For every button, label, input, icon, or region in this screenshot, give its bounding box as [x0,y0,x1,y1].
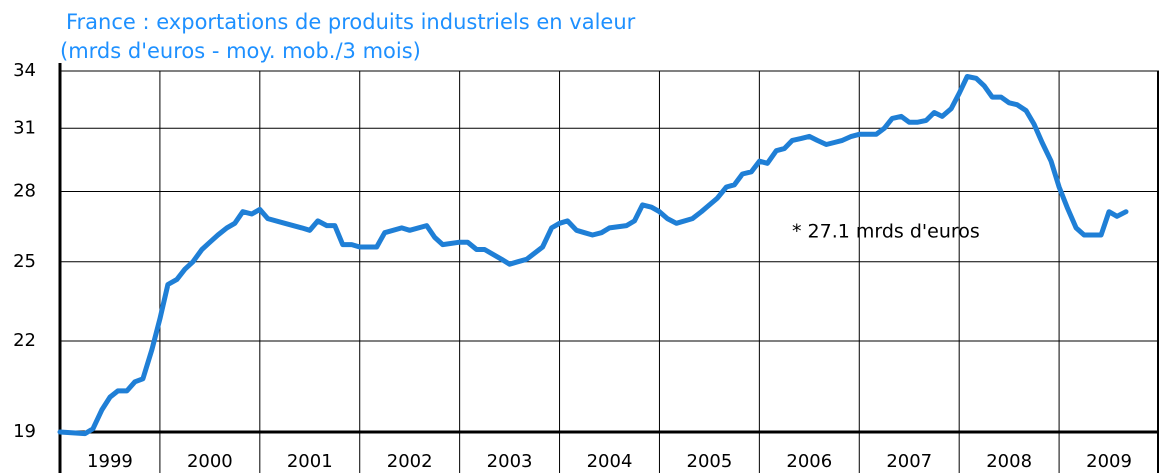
y-tick-label: 31 [13,117,36,138]
x-tick-label: 1999 [87,451,133,472]
x-tick-label: 2007 [886,451,932,472]
y-tick-label: 28 [13,180,36,201]
y-tick-label: 34 [13,60,36,81]
x-tick-label: 2004 [587,451,633,472]
x-tick-label: 2002 [387,451,433,472]
x-tick-label: 2008 [986,451,1032,472]
chart-title: France : exportations de produits indust… [66,10,636,34]
x-tick-label: 2005 [687,451,733,472]
annotation: * 27.1 mrds d'euros [792,221,980,243]
data-line [57,74,1129,437]
chart-subtitle: (mrds d'euros - moy. mob./3 mois) [60,39,421,63]
y-tick-label: 25 [13,251,36,272]
x-tick-label: 2000 [187,451,233,472]
y-tick-label: 22 [13,330,36,351]
x-tick-label: 2003 [487,451,533,472]
y-tick-label: 19 [13,421,36,442]
x-tick-label: 2006 [786,451,832,472]
x-tick-label: 2009 [1086,451,1132,472]
x-tick-label: 2001 [287,451,333,472]
